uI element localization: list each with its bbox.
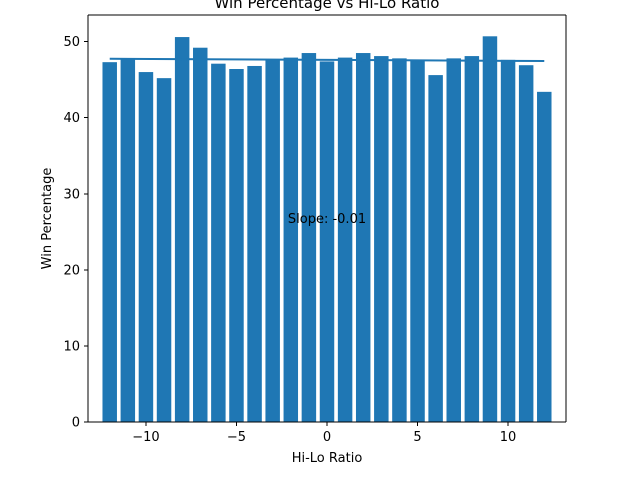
x-tick-label: −10 — [132, 430, 159, 445]
bars-group — [102, 36, 552, 423]
axes-group: −10 −5 0 5 10 0 10 20 30 40 50 — [63, 14, 567, 445]
x-axis-label: Hi-Lo Ratio — [292, 451, 363, 466]
y-tick-label: 50 — [63, 35, 80, 50]
slope-annotation: Slope: -0.01 — [288, 212, 366, 227]
bar — [247, 65, 262, 422]
bar — [319, 61, 335, 422]
x-tick-label: −5 — [227, 430, 246, 445]
bar — [500, 59, 516, 422]
bar — [355, 53, 371, 422]
y-tick-label: 0 — [72, 416, 80, 431]
bar — [518, 65, 534, 423]
bar — [283, 57, 299, 422]
y-tick-label: 30 — [63, 187, 80, 202]
y-axis-label: Win Percentage — [40, 168, 55, 270]
bar — [211, 63, 226, 422]
bar — [120, 59, 136, 423]
bar — [193, 47, 208, 423]
bar — [301, 53, 317, 422]
bar — [156, 78, 172, 422]
x-tick-label: 10 — [500, 430, 517, 445]
bar — [265, 59, 280, 423]
bar — [229, 69, 244, 422]
y-tick-label: 40 — [63, 111, 80, 126]
x-tick-label: 5 — [413, 430, 421, 445]
bar — [138, 72, 154, 422]
bar — [446, 58, 461, 423]
bar — [537, 91, 552, 422]
x-tick-label: 0 — [323, 430, 331, 445]
bar — [410, 59, 425, 422]
bar — [102, 62, 117, 423]
bar — [337, 57, 353, 422]
bar — [392, 58, 407, 423]
bar — [428, 75, 443, 422]
chart-title: Win Percentage vs Hi-Lo Ratio — [215, 0, 440, 12]
y-tick-label: 10 — [63, 339, 80, 354]
bar — [464, 56, 480, 422]
bar — [374, 56, 389, 422]
bar — [174, 37, 190, 423]
y-tick-label: 20 — [63, 263, 80, 278]
trend-line — [109, 57, 545, 63]
bar — [482, 36, 498, 423]
